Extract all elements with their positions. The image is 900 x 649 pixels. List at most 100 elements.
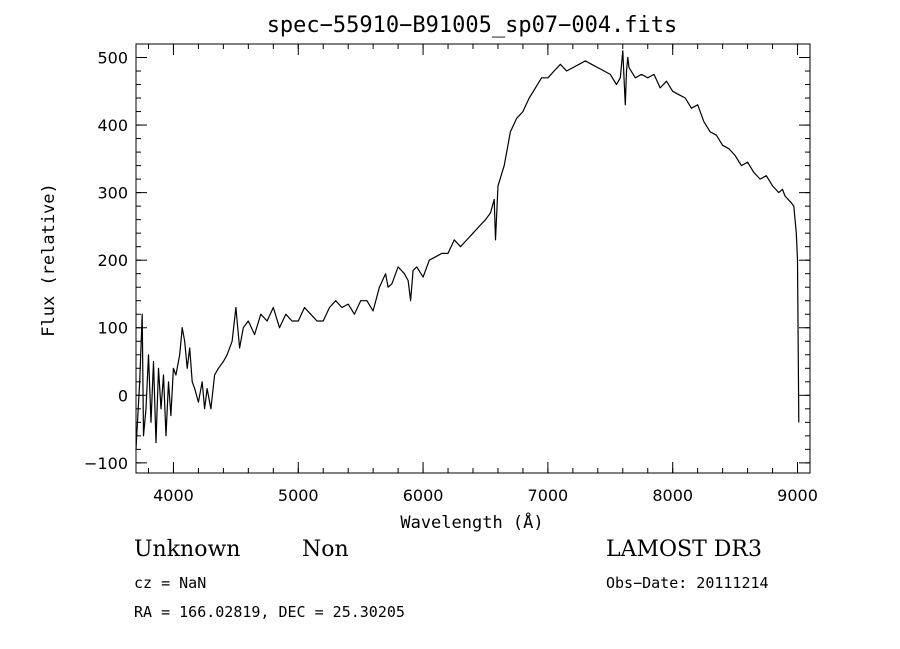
spectrum-point (385, 273, 386, 275)
spectrum-point (266, 320, 268, 322)
spectrum-point (139, 381, 141, 383)
spectrum-point (175, 374, 177, 376)
x-tick-label: 6000 (403, 486, 444, 505)
spectrum-point (572, 67, 574, 68)
spectrum-point (541, 77, 542, 79)
survey-label: LAMOST DR3 (606, 537, 762, 562)
spectrum-point (141, 313, 143, 315)
spectrum-point (709, 131, 711, 133)
spectrum-point (560, 63, 561, 65)
x-tick-label: 4000 (153, 486, 194, 505)
spectrum-point (591, 63, 592, 65)
spectrum-point (372, 310, 374, 312)
spectrum-point (272, 307, 274, 308)
y-tick-label: −100 (84, 454, 128, 473)
spectrum-point (155, 442, 157, 443)
spectrum-point (684, 97, 686, 99)
spectrum-point (143, 435, 144, 437)
spectrum-point (728, 148, 730, 150)
y-tick-label: 500 (97, 49, 128, 68)
spectrum-point (528, 97, 530, 99)
x-axis-label: Wavelength (Å) (400, 511, 543, 533)
spectrum-point (460, 246, 461, 248)
spectrum-point (194, 388, 196, 389)
spectrum-point (497, 185, 499, 187)
spectrum-point (412, 269, 414, 271)
spectrum-point (310, 313, 312, 315)
y-tick-label: 0 (118, 386, 128, 405)
spectrum-point (148, 354, 149, 356)
object-class-label: Unknown (134, 537, 241, 562)
spectrum-point (697, 104, 699, 106)
y-tick-label: 300 (97, 184, 128, 203)
spectrum-point (304, 307, 305, 308)
spectrum-point (231, 340, 233, 342)
spectrum-point (410, 300, 411, 302)
tick-labels: 4000 5000 6000 7000 8000 9000 −100 0 100 200 300 40… (84, 49, 818, 505)
y-tick-label: 400 (97, 116, 128, 135)
spectrum-point (173, 367, 174, 369)
spectrum-point (553, 70, 555, 72)
spectrum-point (404, 273, 405, 275)
spectrum-point (285, 313, 287, 315)
spectrum-point (441, 253, 443, 254)
spectrum-point (204, 408, 206, 410)
spectrum-point (366, 300, 368, 302)
spectrum-point (329, 307, 330, 308)
spectrum-point (360, 300, 362, 302)
spectrum-point (453, 239, 455, 241)
spectrum-point (160, 408, 162, 410)
spectrum-point (609, 74, 611, 75)
coordinates-label: RA = 166.02819, DEC = 25.30205 (134, 603, 405, 621)
spectrum-point (703, 121, 705, 123)
spectrum-point (747, 161, 748, 163)
spectrum-point (235, 307, 237, 308)
x-tick-label: 9000 (777, 486, 818, 505)
spectrum-point (603, 70, 605, 72)
spectrum-point (279, 327, 280, 329)
spectrum-point (379, 286, 380, 288)
spectrum-point (391, 283, 393, 285)
spectrum-point (797, 259, 798, 261)
spectrum-point (297, 320, 299, 322)
spectrum-point (772, 185, 773, 187)
spectrum-point (495, 239, 496, 241)
spectrum-point (778, 192, 780, 194)
spectrum-point (239, 347, 241, 349)
spectrum-point (647, 77, 649, 79)
spectrum-point (428, 259, 430, 261)
spectrum-point (184, 340, 186, 342)
obs-date-label: Obs−Date: 20111214 (606, 574, 769, 592)
y-tick-label: 200 (97, 251, 128, 270)
spectrum-point (447, 253, 449, 254)
spectrum-point (578, 63, 580, 65)
spectrum-point (623, 77, 625, 79)
spectrum-point (547, 77, 549, 79)
series-layer (135, 50, 800, 450)
spectrum-point (150, 421, 152, 423)
spectrum-point (242, 327, 244, 329)
spectrum-point (247, 320, 249, 322)
spectrum-point (734, 155, 736, 156)
spectrum-point (198, 401, 199, 403)
spectrum-point (493, 199, 495, 200)
spectrum-point (616, 84, 617, 85)
spectrum-point (759, 178, 761, 180)
spectrum-point (535, 87, 536, 89)
spectrum-point (522, 111, 524, 112)
spectrum-point (165, 435, 167, 437)
spectrum-point (163, 374, 164, 376)
spectrum-point (466, 239, 468, 241)
spectrum-point (435, 256, 436, 258)
spectrum-point (254, 334, 256, 335)
spectrum-point (341, 307, 343, 308)
spectrum-point (179, 354, 181, 356)
spectrum-point (626, 70, 627, 72)
spectrum-point (158, 367, 159, 369)
plot-frame (135, 43, 811, 474)
spectrum-point (597, 67, 599, 68)
spectrum-point (753, 172, 755, 173)
x-tick-label: 8000 (652, 486, 693, 505)
spectrum-point (624, 104, 626, 106)
spectrum-point (691, 107, 692, 109)
